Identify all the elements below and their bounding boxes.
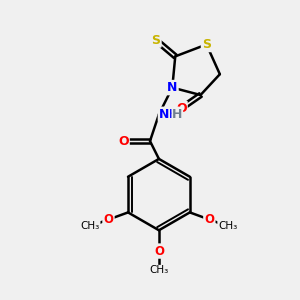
Text: CH₃: CH₃ [81, 221, 100, 231]
Text: O: O [154, 244, 164, 258]
Text: O: O [176, 102, 187, 115]
Text: O: O [204, 213, 214, 226]
Text: S: S [202, 38, 211, 51]
Text: O: O [118, 135, 129, 148]
Text: O: O [103, 213, 113, 226]
Text: N: N [159, 108, 169, 121]
Text: CH₃: CH₃ [149, 266, 169, 275]
Text: NH: NH [159, 108, 180, 121]
Text: N: N [167, 81, 178, 94]
Text: S: S [152, 34, 160, 46]
Text: CH₃: CH₃ [218, 221, 237, 231]
Text: H: H [172, 108, 182, 121]
